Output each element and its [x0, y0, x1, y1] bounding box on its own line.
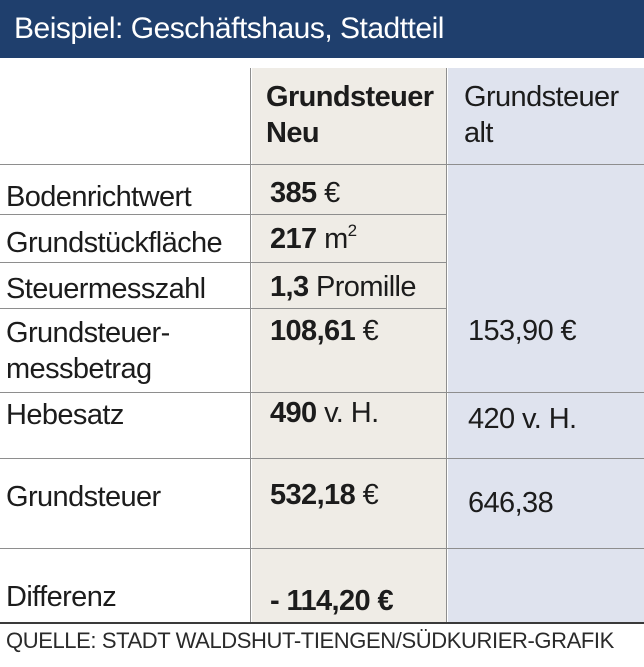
row-divider	[0, 262, 446, 263]
row-value-grundstueckflaeche: 217 m2	[270, 221, 357, 255]
row-value-grundsteuer: 532,18 €	[270, 479, 379, 511]
row-divider	[0, 548, 644, 549]
row-alt-hebesatz: 420 v. H.	[468, 403, 577, 435]
row-value-bodenrichtwert: 385 €	[270, 177, 340, 209]
header-neu-line2: Neu	[266, 117, 320, 149]
column-alt-background	[448, 68, 644, 624]
row-value-messbetrag: 108,61 €	[270, 315, 379, 347]
column-divider-left	[250, 68, 251, 624]
row-label-bodenrichtwert: Bodenrichtwert	[6, 181, 192, 213]
row-divider	[0, 392, 644, 393]
header-alt-line2: alt	[464, 117, 493, 149]
unit-superscript: 2	[347, 221, 357, 240]
page-title: Beispiel: Geschäftshaus, Stadtteil	[14, 12, 444, 45]
row-value-hebesatz: 490 v. H.	[270, 397, 379, 429]
row-label-grundstueckflaeche: Grundstückfläche	[6, 227, 223, 259]
row-alt-messbetrag: 153,90 €	[468, 315, 577, 347]
row-alt-grundsteuer: 646,38	[468, 487, 554, 519]
row-divider	[0, 458, 644, 459]
row-divider	[0, 308, 446, 309]
row-divider	[0, 214, 446, 215]
row-label-hebesatz: Hebesatz	[6, 399, 124, 431]
header-alt-line1: Grundsteuer	[464, 81, 619, 113]
row-label-messbetrag-line2: messbetrag	[6, 353, 152, 385]
column-neu-background	[252, 68, 446, 624]
header-neu-line1: Grundsteuer	[266, 81, 434, 113]
source-credit: QUELLE: STADT WALDSHUT-TIENGEN/SÜDKURIER…	[6, 628, 614, 653]
comparison-table: Grundsteuer Neu Grundsteuer alt Bodenric…	[0, 58, 644, 624]
row-divider	[0, 164, 446, 165]
row-label-differenz: Differenz	[6, 581, 117, 613]
row-label-grundsteuer: Grundsteuer	[6, 481, 161, 513]
row-divider	[446, 164, 644, 165]
row-label-grundsteuer-line1: Grundsteuer-	[6, 317, 170, 349]
row-label-steuermesszahl: Steuermesszahl	[6, 273, 206, 305]
row-value-differenz: - 114,20 €	[270, 585, 394, 617]
title-bar: Beispiel: Geschäftshaus, Stadtteil	[0, 0, 644, 58]
row-value-steuermesszahl: 1,3 Promille	[270, 271, 417, 303]
footer-rule	[0, 622, 644, 624]
column-divider-right	[446, 68, 447, 624]
